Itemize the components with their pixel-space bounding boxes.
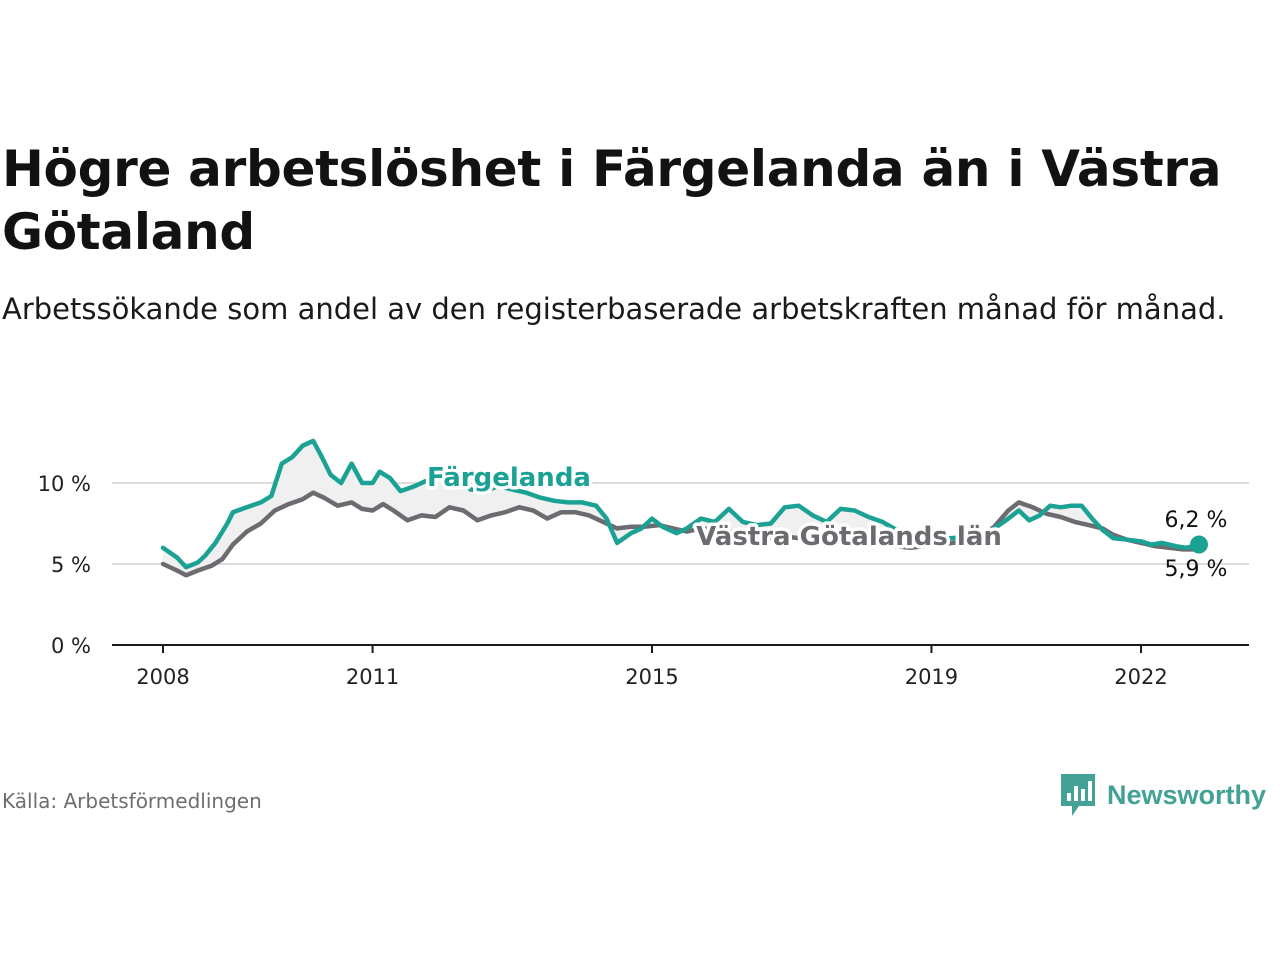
chart-subtitle: Arbetssökande som andel av den registerb… [2,292,1226,326]
end-label-fargelanda: 6,2 % [1165,508,1228,533]
source-note: Källa: Arbetsförmedlingen [2,789,262,813]
y-tick-label: 10 % [38,472,91,496]
difference-band [163,440,1199,576]
end-label-vastra-gotaland: 5,9 % [1165,557,1228,582]
newsworthy-logo-icon [1061,774,1095,816]
end-point-fargelanda [1190,535,1208,554]
x-tick-label: 2011 [346,665,399,689]
x-tick-label: 2015 [625,665,678,689]
difference-band-area [163,440,1199,576]
series-lines [160,438,1208,578]
series-label-vastra-gotaland: Västra Götalands län [696,522,1002,552]
axes: 0 % 5 % 10 % 2008 2011 2015 2019 2022 [38,472,1249,689]
series-label-fargelanda-halo: Färgelanda [427,463,591,493]
series-line-vastra-gotaland [160,490,1202,578]
brand-logo[interactable]: Newsworthy [1059,772,1266,818]
series-label-vastra-gotaland-halo: Västra Götalands län [696,522,1002,552]
x-tick-label: 2019 [905,665,958,689]
chart-title: Högre arbetslöshet i Färgelanda än i Väs… [2,140,1222,261]
series-label-fargelanda: Färgelanda [427,463,591,493]
x-tick-label: 2008 [136,665,189,689]
x-tick-label: 2022 [1114,665,1167,689]
brand-name: Newsworthy [1107,779,1267,810]
y-tick-label: 5 % [51,553,91,577]
y-tick-label: 0 % [51,634,91,658]
series-line-fargelanda [160,438,1202,570]
